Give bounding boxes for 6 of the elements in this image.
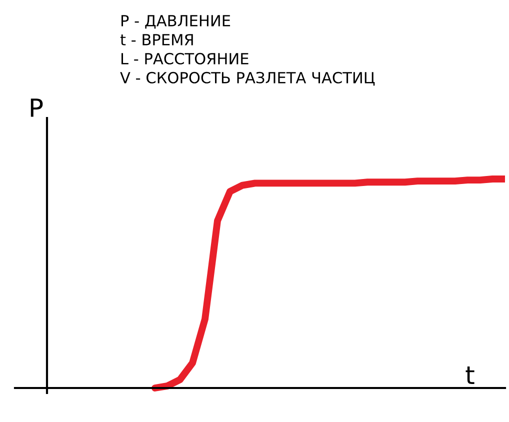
x-axis-title: t [466, 366, 474, 384]
text: L - РАССТОЯНИЕ [122, 52, 248, 64]
text: V - СКОРОСТЬ РАЗЛЕТА ЧАСТИЦ [120, 72, 375, 86]
y-axis-title: P [30, 98, 43, 117]
text: P - ДАВЛЕНИЕ [122, 15, 230, 29]
text: t - ВРЕМЯ [120, 34, 193, 46]
